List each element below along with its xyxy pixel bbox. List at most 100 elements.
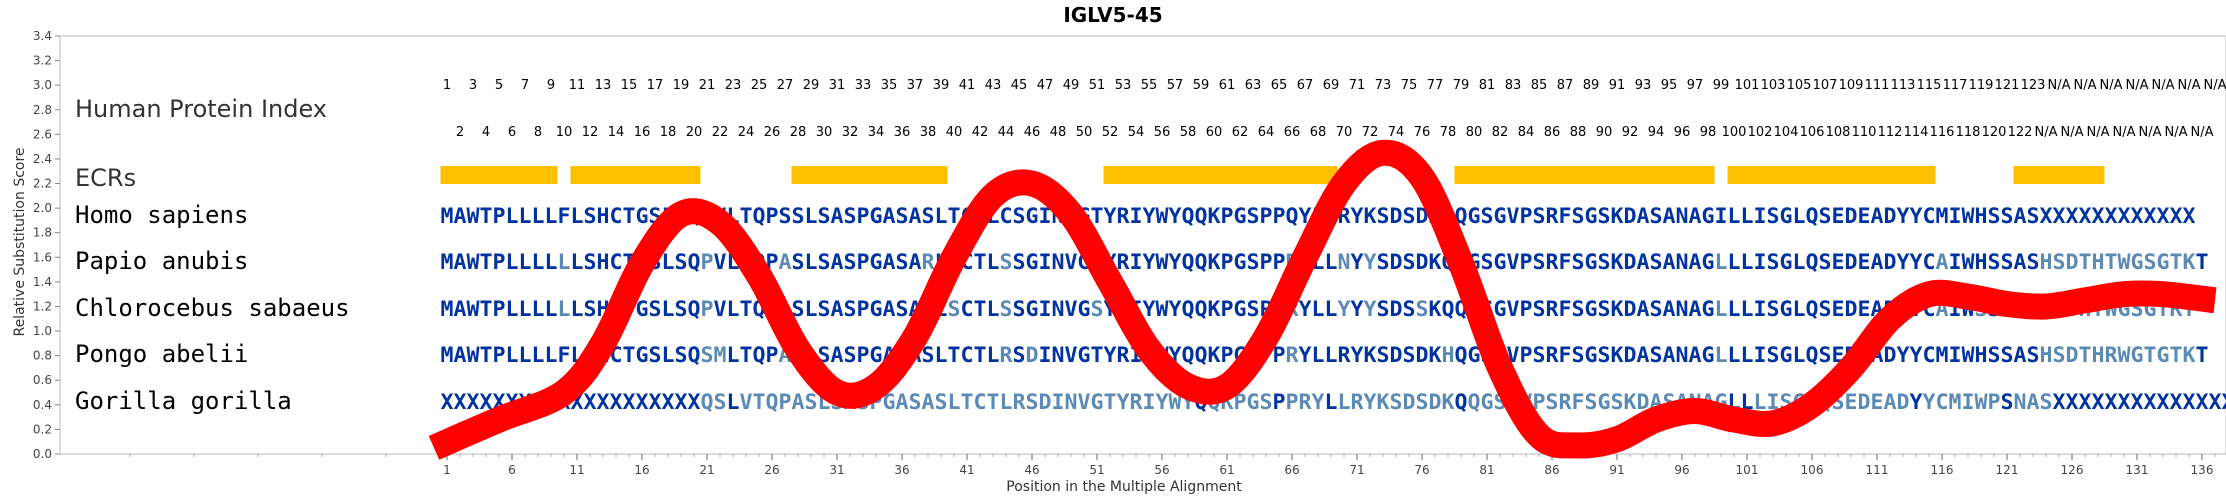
hpi-index-even: 82 [1492, 125, 1509, 140]
y-tick-label: 2.8 [33, 103, 52, 117]
species-label: Pongo abelii [75, 340, 248, 368]
hpi-index-odd: 69 [1323, 78, 1340, 93]
hpi-index-odd: N/A [2204, 78, 2226, 93]
y-tick-label: 3.2 [33, 54, 52, 68]
x-tick-label: 106 [1801, 463, 1824, 477]
hpi-index-odd: 115 [1917, 78, 1942, 93]
hpi-index-odd: 65 [1271, 78, 1288, 93]
hpi-index-odd: 27 [777, 78, 794, 93]
x-tick-label: 26 [764, 463, 779, 477]
hpi-index-odd: 31 [829, 78, 846, 93]
hpi-index-odd: 23 [725, 78, 742, 93]
hpi-index-even: 10 [556, 125, 573, 140]
hpi-index-even: 22 [712, 125, 729, 140]
hpi-index-even: 26 [764, 125, 781, 140]
y-tick-label: 2.6 [33, 127, 52, 141]
hpi-index-odd: 111 [1865, 78, 1890, 93]
hpi-index-odd: 119 [1969, 78, 1994, 93]
hpi-index-even: 58 [1180, 125, 1197, 140]
hpi-index-odd: 75 [1401, 78, 1418, 93]
hpi-index-odd: 63 [1245, 78, 1262, 93]
hpi-index-even: 66 [1284, 125, 1301, 140]
x-tick-label: 16 [634, 463, 649, 477]
chart-title: IGLV5-45 [1063, 3, 1162, 27]
x-tick-label: 91 [1609, 463, 1624, 477]
x-tick-label: 46 [1024, 463, 1039, 477]
hpi-index-odd: 41 [959, 78, 976, 93]
hpi-index-even: 8 [534, 125, 542, 140]
sequence-rows: Homo sapiens MAWTPLLLLFLSHCTGSLSQAVLTQPSS… [75, 201, 2226, 415]
hpi-index-even: 40 [946, 125, 963, 140]
hpi-index-even: 112 [1878, 125, 1903, 140]
species-label: Papio anubis [75, 247, 248, 275]
hpi-index-even: 118 [1956, 125, 1981, 140]
hpi-index-even: 38 [920, 125, 937, 140]
hpi-index-odd: 121 [1995, 78, 2020, 93]
hpi-index-odd: 97 [1687, 78, 1704, 93]
hpi-index-even: 110 [1852, 125, 1877, 140]
hpi-index-odd: 103 [1761, 78, 1786, 93]
hpi-index-even: 18 [660, 125, 677, 140]
y-tick-label: 1.4 [33, 275, 52, 289]
x-tick-label: 66 [1284, 463, 1299, 477]
hpi-index-even: 54 [1128, 125, 1145, 140]
hpi-index-even: 116 [1930, 125, 1955, 140]
x-tick-label: 136 [2191, 463, 2214, 477]
x-tick-label: 121 [1996, 463, 2019, 477]
hpi-index-odd: 87 [1557, 78, 1574, 93]
hpi-index-even: 52 [1102, 125, 1119, 140]
hpi-index-odd: 83 [1505, 78, 1522, 93]
hpi-index-even: 96 [1674, 125, 1691, 140]
hpi-index-even: 80 [1466, 125, 1483, 140]
ecr-bar [791, 166, 948, 184]
hpi-index-even: 62 [1232, 125, 1249, 140]
hpi-index-odd: 45 [1011, 78, 1028, 93]
x-tick-label: 56 [1154, 463, 1169, 477]
hpi-index-odd: 77 [1427, 78, 1444, 93]
hpi-index-odd: 85 [1531, 78, 1548, 93]
hpi-index-even: 88 [1570, 125, 1587, 140]
hpi-index-even: 94 [1648, 125, 1665, 140]
x-tick-label: 96 [1674, 463, 1689, 477]
hpi-index-odd: 101 [1735, 78, 1760, 93]
hpi-index-odd: 61 [1219, 78, 1236, 93]
x-tick-label: 31 [829, 463, 844, 477]
ecr-bar [440, 166, 558, 184]
sequence-row: MAWTPLLLLFLSHCTGSLSQSMLTQPASLSASPGASASLT… [441, 343, 2209, 367]
hpi-index-odd: 73 [1375, 78, 1392, 93]
hpi-index-even: 98 [1700, 125, 1717, 140]
hpi-label: Human Protein Index [75, 95, 327, 123]
hpi-index-odd: 95 [1661, 78, 1678, 93]
hpi-index-odd: N/A [2048, 78, 2071, 93]
hpi-index-odd: 51 [1089, 78, 1106, 93]
hpi-index-even: 32 [842, 125, 859, 140]
ecr-bar [1727, 166, 1936, 184]
hpi-index-even: 120 [1982, 125, 2007, 140]
species-label: Homo sapiens [75, 201, 248, 229]
x-tick-label: 1 [443, 463, 451, 477]
ecr-label: ECRs [75, 164, 136, 192]
sequence-row: XXXXXXXXXXXXXXXXXXXXQSLVTQPASLSASPGASASL… [441, 390, 2226, 414]
ecr-bar [2013, 166, 2105, 184]
hpi-index-even: 56 [1154, 125, 1171, 140]
hpi-index-even: 4 [482, 125, 490, 140]
x-tick-label: 36 [894, 463, 909, 477]
hpi-index-odd: 17 [647, 78, 664, 93]
hpi-index-even: N/A [2191, 125, 2214, 140]
x-tick-label: 51 [1089, 463, 1104, 477]
hpi-index-even: 104 [1774, 125, 1799, 140]
hpi-index-odd: 117 [1943, 78, 1968, 93]
hpi-index-even: N/A [2061, 125, 2084, 140]
hpi-index-even: 2 [456, 125, 464, 140]
y-tick-label: 0.8 [33, 349, 52, 363]
hpi-index-odd: 11 [569, 78, 586, 93]
hpi-index-even: 78 [1440, 125, 1457, 140]
hpi-index-even: 50 [1076, 125, 1093, 140]
hpi-index-odd: 39 [933, 78, 950, 93]
hpi-index-even: 100 [1722, 125, 1747, 140]
x-tick-label: 111 [1866, 463, 1889, 477]
y-tick-label: 2.2 [33, 177, 52, 191]
hpi-index-even: 122 [2008, 125, 2033, 140]
hpi-index-odd: 35 [881, 78, 898, 93]
